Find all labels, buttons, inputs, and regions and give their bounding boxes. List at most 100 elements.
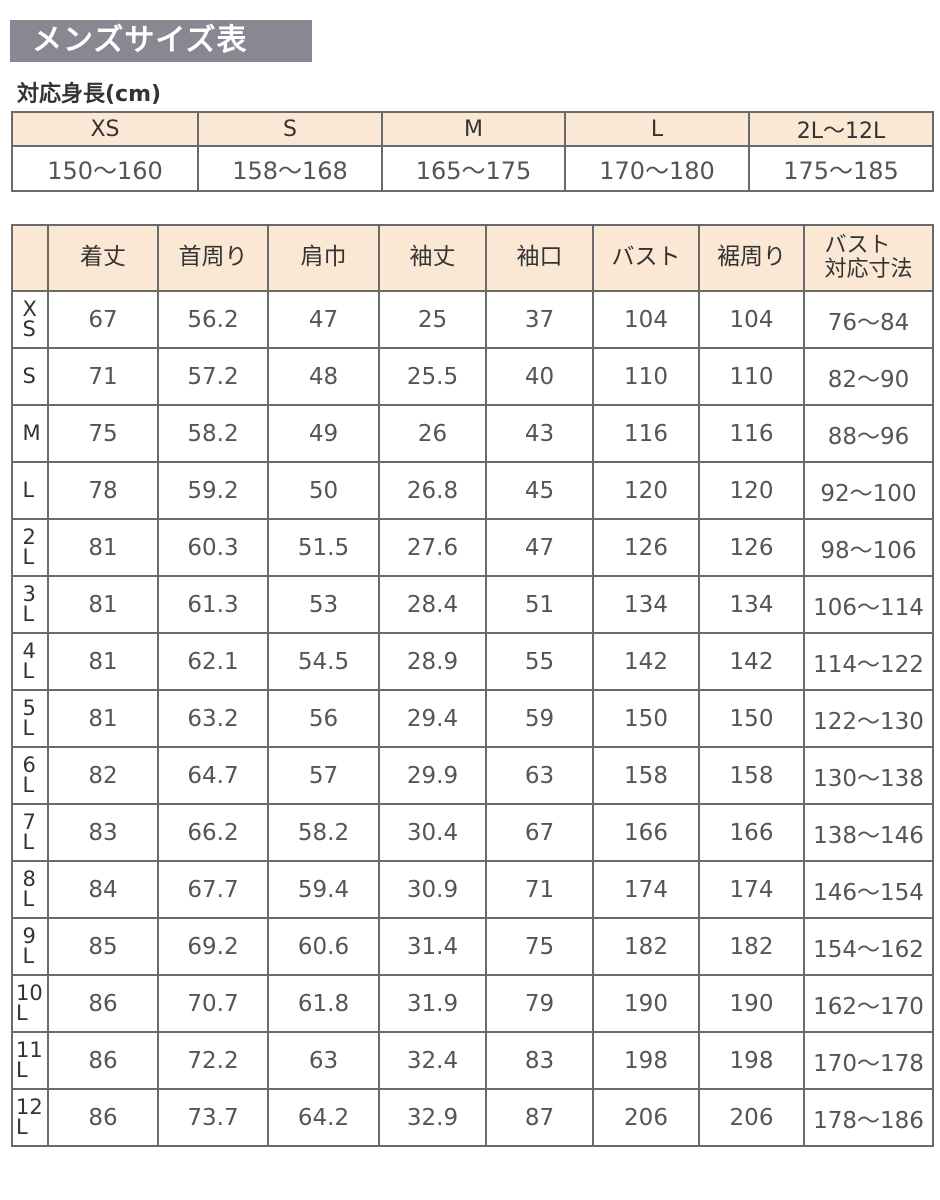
- table-row: 12L 86 73.7 64.2 32.9 87 206 206 178〜186: [11, 1088, 934, 1147]
- measurement-cell: 61.3: [157, 575, 269, 634]
- size-label: L: [11, 461, 49, 520]
- measurement-cell: 72.2: [157, 1031, 269, 1090]
- measurement-cell: 28.4: [378, 575, 487, 634]
- measurement-cell: 126: [592, 518, 700, 577]
- measurement-cell: 81: [47, 632, 159, 691]
- measurement-cell: 31.9: [378, 974, 487, 1033]
- size-label: 6L: [11, 746, 49, 805]
- measurement-cell: 166: [592, 803, 700, 862]
- measurement-cell: 116: [698, 404, 805, 463]
- size-label: S: [11, 347, 49, 406]
- measurement-cell: 59: [485, 689, 594, 748]
- measurement-cell: 59.2: [157, 461, 269, 520]
- table-row: 2L 81 60.3 51.5 27.6 47 126 126 98〜106: [11, 518, 934, 577]
- measurement-cell: 120: [592, 461, 700, 520]
- measurement-cell: 126: [698, 518, 805, 577]
- corner-cell: [11, 224, 49, 292]
- measurement-cell: 116: [592, 404, 700, 463]
- measurement-cell: 70.7: [157, 974, 269, 1033]
- table-row: 9L 85 69.2 60.6 31.4 75 182 182 154〜162: [11, 917, 934, 976]
- measurement-cell: 53: [267, 575, 380, 634]
- size-label-text: 7L: [22, 809, 36, 854]
- measurement-cell: 73.7: [157, 1088, 269, 1147]
- measurement-cell: 55: [485, 632, 594, 691]
- measurement-cell: 56: [267, 689, 380, 748]
- size-label-text: 12L: [16, 1094, 43, 1139]
- measurement-cell: 30.4: [378, 803, 487, 862]
- table-row: 6L 82 64.7 57 29.9 63 158 158 130〜138: [11, 746, 934, 805]
- measurement-cell: 87: [485, 1088, 594, 1147]
- size-header: XS: [11, 111, 199, 147]
- column-header: 裾周り: [698, 224, 805, 292]
- measurement-cell: 85: [47, 917, 159, 976]
- measurement-cell: 150: [698, 689, 805, 748]
- height-range-cell: 175〜185: [748, 145, 934, 192]
- size-label: 2L: [11, 518, 49, 577]
- size-label-text: 11L: [16, 1037, 43, 1082]
- measurement-cell: 81: [47, 689, 159, 748]
- measurement-cell: 51.5: [267, 518, 380, 577]
- measurement-cell: 130〜138: [803, 746, 934, 805]
- bust-header-line1: バスト: [824, 232, 891, 258]
- size-label: 11L: [11, 1031, 49, 1090]
- size-label: 10L: [11, 974, 49, 1033]
- measurement-cell: 76〜84: [803, 290, 934, 349]
- measurement-cell: 63: [267, 1031, 380, 1090]
- measurement-cell: 86: [47, 1088, 159, 1147]
- measurement-cell: 29.4: [378, 689, 487, 748]
- height-table-caption: 対応身長(cm): [17, 82, 162, 107]
- size-label: 8L: [11, 860, 49, 919]
- size-header: 2L〜12L: [748, 111, 934, 147]
- table-row: 10L 86 70.7 61.8 31.9 79 190 190 162〜170: [11, 974, 934, 1033]
- measurement-cell: 82: [47, 746, 159, 805]
- measurement-cell: 138〜146: [803, 803, 934, 862]
- measurement-cell: 122〜130: [803, 689, 934, 748]
- measurement-cell: 198: [698, 1031, 805, 1090]
- table-row: 7L 83 66.2 58.2 30.4 67 166 166 138〜146: [11, 803, 934, 862]
- size-label: M: [11, 404, 49, 463]
- measurement-cell: 60.6: [267, 917, 380, 976]
- measurement-cell: 45: [485, 461, 594, 520]
- size-label-text: 10L: [16, 980, 43, 1025]
- size-header: M: [381, 111, 566, 147]
- measurement-cell: 43: [485, 404, 594, 463]
- height-table-header-row: XS S M L 2L〜12L: [11, 111, 934, 147]
- measurement-cell: 48: [267, 347, 380, 406]
- size-label: 5L: [11, 689, 49, 748]
- height-range-cell: 165〜175: [381, 145, 566, 192]
- measurement-cell: 64.7: [157, 746, 269, 805]
- measurement-cell: 174: [698, 860, 805, 919]
- measurement-cell: 110: [698, 347, 805, 406]
- measurement-cell: 92〜100: [803, 461, 934, 520]
- measurement-cell: 54.5: [267, 632, 380, 691]
- measurement-cell: 182: [698, 917, 805, 976]
- measurement-cell: 104: [592, 290, 700, 349]
- size-label: 7L: [11, 803, 49, 862]
- measurement-cell: 62.1: [157, 632, 269, 691]
- column-header-bust-size: バスト 対応寸法: [803, 224, 934, 292]
- table-row: L 78 59.2 50 26.8 45 120 120 92〜100: [11, 461, 934, 520]
- measurement-cell: 32.9: [378, 1088, 487, 1147]
- column-header: 袖丈: [378, 224, 487, 292]
- measurement-cell: 174: [592, 860, 700, 919]
- measurement-cell: 67: [47, 290, 159, 349]
- table-row: 3L 81 61.3 53 28.4 51 134 134 106〜114: [11, 575, 934, 634]
- table-row: 8L 84 67.7 59.4 30.9 71 174 174 146〜154: [11, 860, 934, 919]
- measurement-cell: 32.4: [378, 1031, 487, 1090]
- size-label: 9L: [11, 917, 49, 976]
- size-label-text: 5L: [22, 695, 36, 740]
- size-label-text: 3L: [22, 581, 36, 626]
- size-table-header-row: 着丈 首周り 肩巾 袖丈 袖口 バスト 裾周り バスト 対応寸法: [11, 224, 934, 292]
- size-label-text: L: [22, 477, 35, 502]
- size-label-text: 6L: [22, 752, 36, 797]
- bust-header: バスト 対応寸法: [824, 232, 912, 282]
- measurement-cell: 104: [698, 290, 805, 349]
- measurement-cell: 120: [698, 461, 805, 520]
- measurement-cell: 142: [592, 632, 700, 691]
- measurement-cell: 67.7: [157, 860, 269, 919]
- measurement-cell: 25: [378, 290, 487, 349]
- measurement-cell: 78: [47, 461, 159, 520]
- measurement-cell: 106〜114: [803, 575, 934, 634]
- measurement-cell: 71: [47, 347, 159, 406]
- measurement-cell: 58.2: [157, 404, 269, 463]
